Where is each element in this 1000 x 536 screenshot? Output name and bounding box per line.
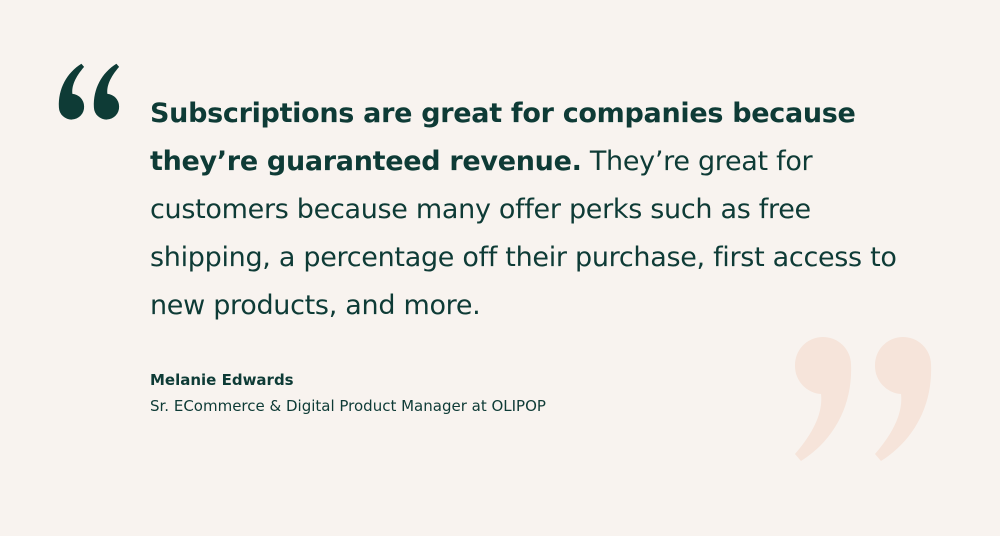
quote-text: Subscriptions are great for companies be…	[150, 90, 910, 330]
quote-regular: They’re great for customers because many…	[150, 146, 897, 321]
open-quote	[58, 63, 120, 120]
quote-bold: Subscriptions are great for companies be…	[150, 98, 856, 177]
close-quote	[794, 336, 932, 461]
author-title: Sr. ECommerce & Digital Product Manager …	[150, 397, 546, 415]
author-name: Melanie Edwards	[150, 371, 294, 389]
